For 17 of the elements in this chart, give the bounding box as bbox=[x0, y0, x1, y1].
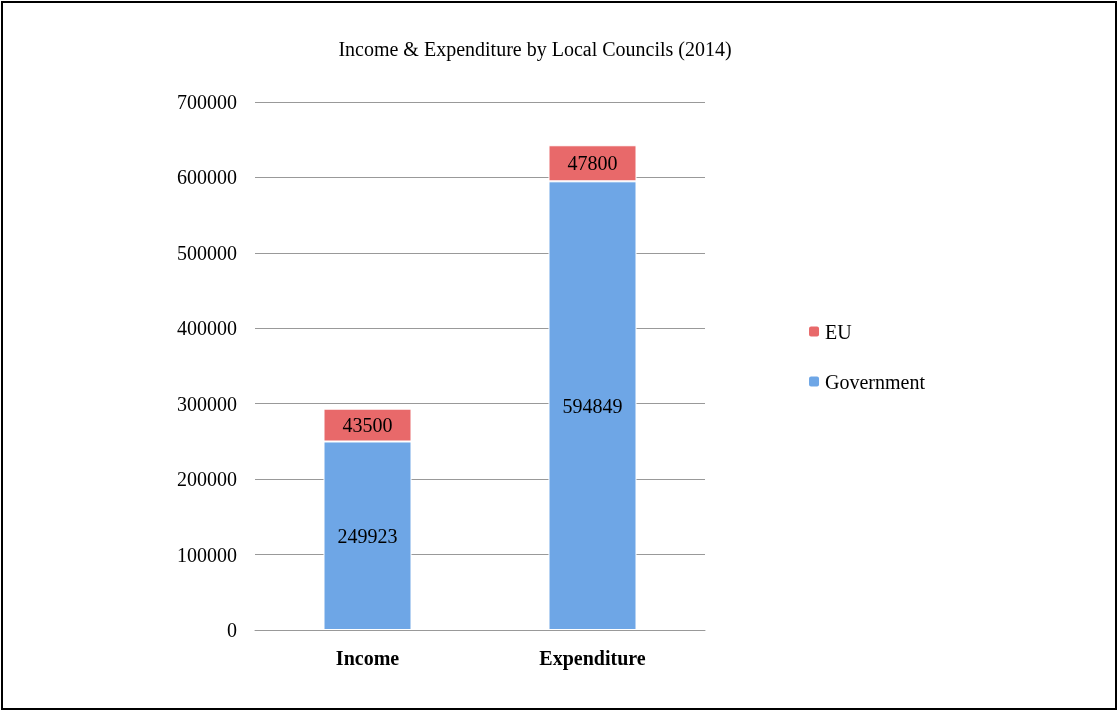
y-tick-label: 600000 bbox=[177, 166, 237, 189]
legend-label: EU bbox=[825, 320, 853, 343]
x-tick-label: Income bbox=[335, 647, 400, 669]
x-tick-label: Expenditure bbox=[539, 647, 646, 670]
data-label: 594849 bbox=[562, 394, 623, 417]
data-label: 47800 bbox=[567, 152, 618, 175]
data-label: 249923 bbox=[337, 524, 398, 547]
legend-label: Government bbox=[825, 370, 926, 393]
y-tick-label: 200000 bbox=[177, 468, 237, 491]
y-tick-label: 400000 bbox=[177, 317, 237, 340]
y-tick-label: 500000 bbox=[177, 241, 237, 264]
y-tick-label: 0 bbox=[227, 619, 237, 641]
data-label: 43500 bbox=[342, 414, 393, 437]
y-tick-label: 700000 bbox=[177, 91, 237, 113]
y-tick-label: 100000 bbox=[177, 543, 237, 566]
chart-title: Income & Expenditure by Local Councils (2014) bbox=[338, 38, 732, 61]
y-tick-label: 300000 bbox=[177, 392, 237, 415]
